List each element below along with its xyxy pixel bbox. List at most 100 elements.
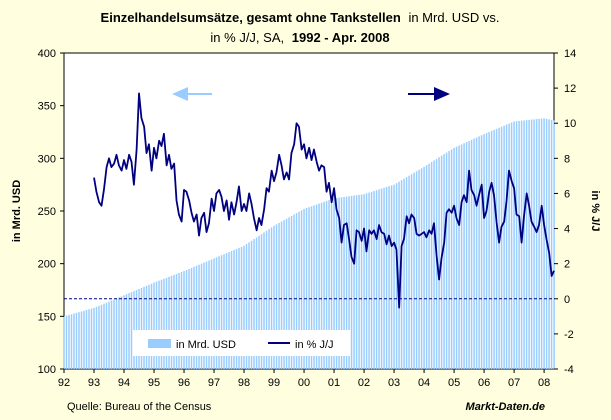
y-left-tick-label: 300 [38,153,56,165]
bar [238,247,240,369]
bar [513,121,515,369]
bar [518,120,520,369]
bar [140,287,143,369]
y-left-tick-label: 150 [38,311,56,323]
line-series-in-pct-yoy [93,92,555,309]
bar [170,275,173,369]
bar [320,202,323,369]
bar [508,123,510,369]
title-line-1-regular: in Mrd. USD vs. [408,10,499,25]
bar [295,213,298,369]
bar [198,264,200,369]
bar [550,119,553,370]
bar [468,140,470,369]
bar [520,120,523,370]
bar [175,273,178,369]
bar [363,194,365,369]
x-tick-label: 05 [448,377,460,389]
bar [510,122,513,370]
y-right-tick-label: 10 [564,118,576,130]
bar [203,262,205,369]
y-left-tick-label: 350 [38,101,56,113]
bar [240,246,243,369]
bar [153,282,155,369]
bar [130,292,133,369]
bar [135,290,138,369]
bar [330,199,333,369]
chart-title-line-1: Einzelhandelsumsätze, gesamt ohne Tankst… [101,10,500,25]
bar [143,286,145,369]
bar [393,184,395,369]
bar [445,152,448,369]
bar [395,183,398,369]
y-right-tick-label: 14 [564,48,576,60]
x-tick-label: 07 [508,377,520,389]
bar [108,301,110,369]
chart-title-line-2: in % J/J, SA, 1992 - Apr. 2008 [210,30,389,45]
bar [375,190,378,369]
bar [338,197,340,369]
bar [68,314,70,369]
legend-label-bars: in Mrd. USD [176,339,236,351]
x-tick-label: 00 [298,377,310,389]
bar [540,118,543,369]
x-axis: 92 93 94 95 96 97 98 99 00 01 02 03 04 05 06 07 08 [58,369,550,389]
bar [315,204,318,369]
y-axis-right: -4 -2 0 2 4 6 8 10 12 14 [554,48,576,376]
bar [98,305,100,369]
bar [293,214,295,369]
bar [190,267,193,369]
bar [83,310,85,369]
bar [258,235,260,369]
bar [243,245,245,369]
bar [360,194,363,369]
bar [475,137,478,369]
bar [125,294,128,369]
bar [425,165,428,369]
bar [283,220,285,369]
bar [405,177,408,369]
right-axis-arrow-icon [408,87,450,101]
bar [225,253,228,369]
x-tick-label: 96 [178,377,190,389]
y-axis-left: 100 150 200 250 300 350 400 [38,48,64,376]
bar [100,304,103,369]
bar [443,154,445,369]
x-tick-label: 98 [238,377,250,389]
x-tick-label: 92 [58,377,70,389]
bar [455,146,458,369]
bar [168,276,170,369]
source-note: Quelle: Bureau of the Census [67,401,212,413]
y-left-tick-label: 250 [38,206,56,218]
bar [390,185,393,369]
bar [415,171,418,369]
bar [150,283,153,369]
bar [70,314,73,369]
bar [300,210,303,369]
bar [450,149,453,369]
bar [515,121,518,369]
legend-label-line: in % J/J [295,339,334,351]
bar [275,224,278,369]
bar [185,269,188,369]
bar [138,288,140,369]
bar [128,293,130,369]
bar [220,255,223,369]
bar [493,129,495,369]
bar [80,311,83,369]
bar-series-in-mrd-usd [63,118,555,370]
bar [378,189,380,369]
title-line-2-regular: in % J/J, SA, [210,30,284,45]
bar [500,126,503,369]
bar [350,195,353,369]
y-right-tick-label: 12 [564,83,576,95]
bar [308,207,310,369]
bar [218,256,220,369]
bar [155,281,158,369]
bar [358,194,360,369]
bar [323,201,325,369]
y-axis-right-label: in % J/J [589,191,601,232]
x-tick-label: 04 [418,377,430,389]
